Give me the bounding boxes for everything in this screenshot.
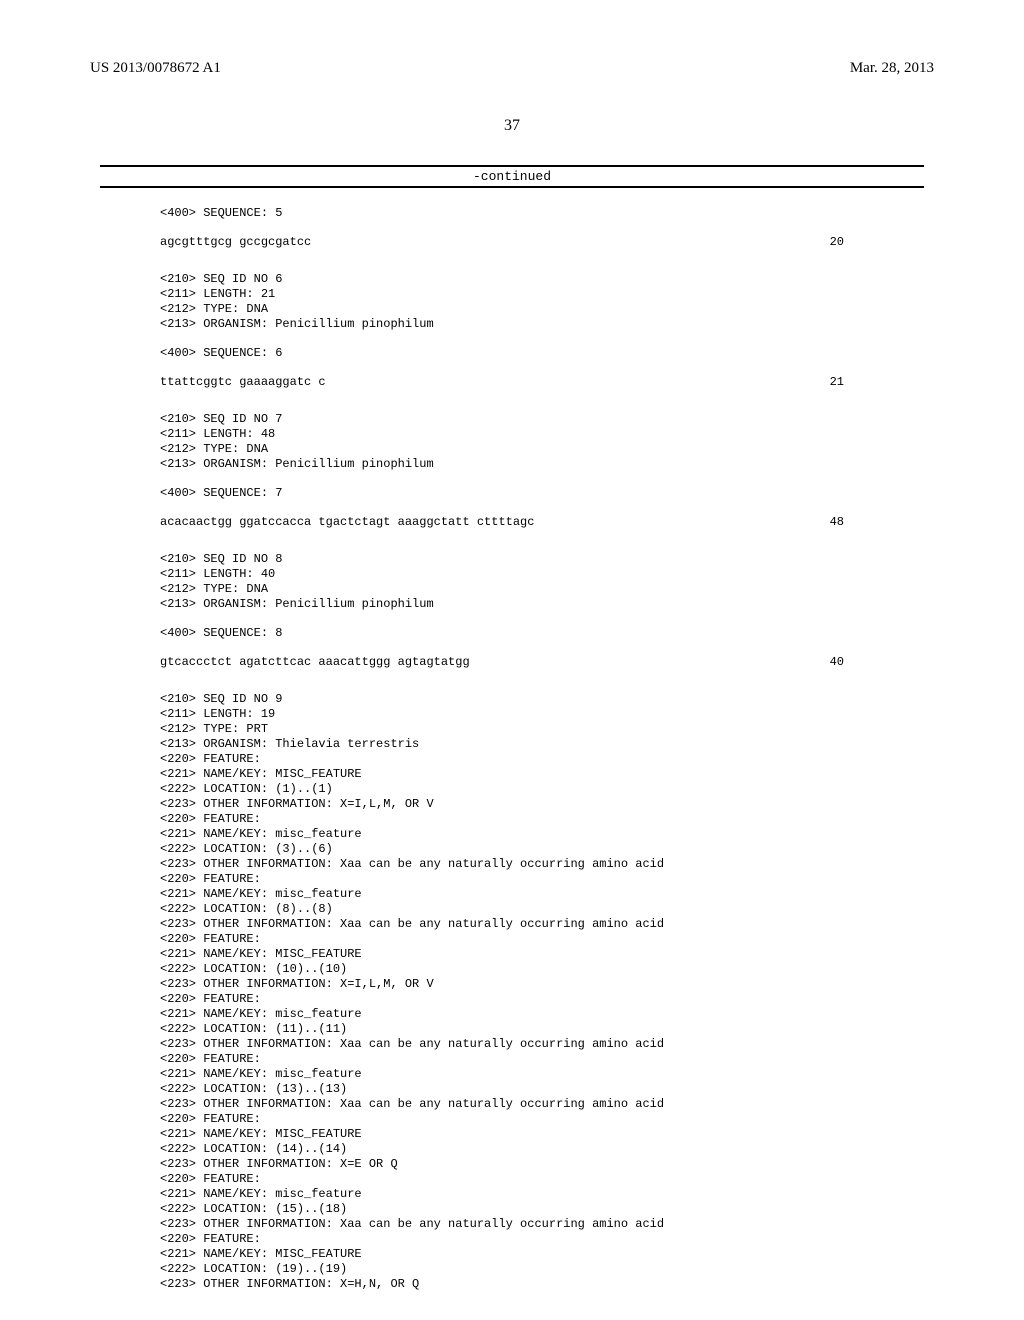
seq-annotation-line: <223> OTHER INFORMATION: Xaa can be any … [160,1217,864,1232]
seq-annotation-line: <222> LOCATION: (8)..(8) [160,902,864,917]
publication-date: Mar. 28, 2013 [850,60,934,77]
seq-annotation-line: <223> OTHER INFORMATION: X=H,N, OR Q [160,1277,864,1292]
seq-annotation-line: <213> ORGANISM: Penicillium pinophilum [160,597,864,612]
seq-annotation-line: <222> LOCATION: (11)..(11) [160,1022,864,1037]
seq-annotation-line: <222> LOCATION: (19)..(19) [160,1262,864,1277]
seq-annotation-line: <210> SEQ ID NO 7 [160,412,864,427]
seq-annotation-line: <212> TYPE: DNA [160,442,864,457]
seq-annotation-line: <222> LOCATION: (15)..(18) [160,1202,864,1217]
sequence-length-number: 48 [830,515,864,530]
sequence-length-number: 21 [830,375,864,390]
seq-annotation-line: <221> NAME/KEY: MISC_FEATURE [160,1247,864,1262]
seq-annotation-line: <210> SEQ ID NO 9 [160,692,864,707]
seq-annotation-line: <211> LENGTH: 21 [160,287,864,302]
sequence-line: acacaactgg ggatccacca tgactctagt aaaggct… [160,515,864,530]
seq-annotation-line: <400> SEQUENCE: 6 [160,346,864,361]
seq-annotation-line: <213> ORGANISM: Thielavia terrestris [160,737,864,752]
seq-annotation-line: <223> OTHER INFORMATION: X=E OR Q [160,1157,864,1172]
seq-annotation-line: <212> TYPE: PRT [160,722,864,737]
seq-annotation-line: <221> NAME/KEY: misc_feature [160,827,864,842]
seq-annotation-line: <223> OTHER INFORMATION: Xaa can be any … [160,917,864,932]
seq-annotation-line: <220> FEATURE: [160,752,864,767]
seq-annotation-line: <220> FEATURE: [160,812,864,827]
seq-annotation-line: <213> ORGANISM: Penicillium pinophilum [160,457,864,472]
sequence-length-number: 40 [830,655,864,670]
seq-annotation-line: <223> OTHER INFORMATION: Xaa can be any … [160,1097,864,1112]
page-number: 37 [90,117,934,135]
seq-annotation-line: <212> TYPE: DNA [160,582,864,597]
sequence-line: ttattcggtc gaaaaggatc c 21 [160,375,864,390]
seq-annotation-line: <210> SEQ ID NO 8 [160,552,864,567]
seq-annotation-line: <211> LENGTH: 19 [160,707,864,722]
seq-annotation-line: <222> LOCATION: (14)..(14) [160,1142,864,1157]
seq-annotation-line: <220> FEATURE: [160,992,864,1007]
seq-annotation-line: <222> LOCATION: (1)..(1) [160,782,864,797]
seq-annotation-line: <221> NAME/KEY: misc_feature [160,887,864,902]
seq-annotation-line: <223> OTHER INFORMATION: X=I,L,M, OR V [160,797,864,812]
seq-annotation-line: <221> NAME/KEY: misc_feature [160,1187,864,1202]
sequence-text: ttattcggtc gaaaaggatc c [160,375,326,390]
sequence-listing: <400> SEQUENCE: 5 agcgtttgcg gccgcgatcc 20… [160,206,864,1306]
seq-annotation-line: <221> NAME/KEY: MISC_FEATURE [160,947,864,962]
page-header: US 2013/0078672 A1 Mar. 28, 2013 [90,60,934,77]
seq-annotation-line: <400> SEQUENCE: 5 [160,206,864,221]
seq-annotation-line: <400> SEQUENCE: 8 [160,626,864,641]
sequence-text: agcgtttgcg gccgcgatcc [160,235,311,250]
seq-annotation-line: <223> OTHER INFORMATION: Xaa can be any … [160,1037,864,1052]
continued-label: -continued [100,169,924,184]
seq-annotation-line: <221> NAME/KEY: misc_feature [160,1067,864,1082]
seq-annotation-line: <400> SEQUENCE: 7 [160,486,864,501]
seq-annotation-line: <222> LOCATION: (13)..(13) [160,1082,864,1097]
continued-rule: -continued [100,165,924,188]
publication-number: US 2013/0078672 A1 [90,60,221,77]
seq-annotation-line: <220> FEATURE: [160,872,864,887]
patent-page: US 2013/0078672 A1 Mar. 28, 2013 37 -con… [0,0,1024,1320]
seq-annotation-line: <210> SEQ ID NO 6 [160,272,864,287]
seq-annotation-line: <221> NAME/KEY: MISC_FEATURE [160,1127,864,1142]
seq-annotation-line: <213> ORGANISM: Penicillium pinophilum [160,317,864,332]
seq-annotation-line: <221> NAME/KEY: misc_feature [160,1007,864,1022]
sequence-length-number: 20 [830,235,864,250]
sequence-text: gtcaccctct agatcttcac aaacattggg agtagta… [160,655,470,670]
seq-annotation-line: <211> LENGTH: 40 [160,567,864,582]
seq-annotation-line: <220> FEATURE: [160,1112,864,1127]
seq-annotation-line: <221> NAME/KEY: MISC_FEATURE [160,767,864,782]
seq-annotation-line: <211> LENGTH: 48 [160,427,864,442]
seq-annotation-line: <220> FEATURE: [160,1232,864,1247]
seq-annotation-line: <222> LOCATION: (10)..(10) [160,962,864,977]
seq-annotation-line: <223> OTHER INFORMATION: Xaa can be any … [160,857,864,872]
seq-annotation-line: <220> FEATURE: [160,1052,864,1067]
seq-annotation-line: <223> OTHER INFORMATION: X=I,L,M, OR V [160,977,864,992]
sequence-line: agcgtttgcg gccgcgatcc 20 [160,235,864,250]
seq-annotation-line: <220> FEATURE: [160,932,864,947]
sequence-line: gtcaccctct agatcttcac aaacattggg agtagta… [160,655,864,670]
seq-annotation-line: <220> FEATURE: [160,1172,864,1187]
seq-annotation-line: <212> TYPE: DNA [160,302,864,317]
sequence-text: acacaactgg ggatccacca tgactctagt aaaggct… [160,515,534,530]
seq-annotation-line: <222> LOCATION: (3)..(6) [160,842,864,857]
